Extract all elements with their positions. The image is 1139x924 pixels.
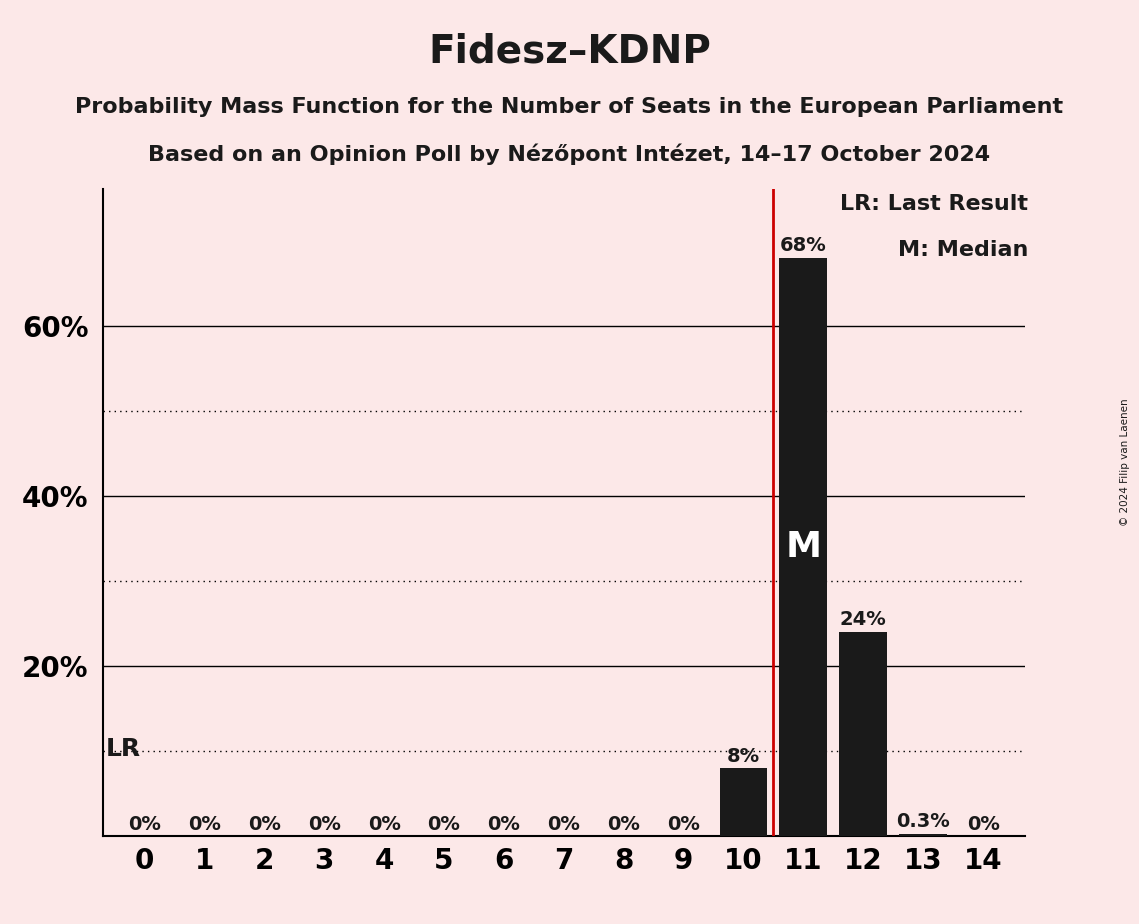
Text: M: M <box>786 529 821 564</box>
Text: 0%: 0% <box>548 815 580 833</box>
Bar <box>779 258 827 836</box>
Text: 0%: 0% <box>368 815 401 833</box>
Text: Fidesz–KDNP: Fidesz–KDNP <box>428 32 711 70</box>
Text: Probability Mass Function for the Number of Seats in the European Parliament: Probability Mass Function for the Number… <box>75 97 1064 117</box>
Text: 0%: 0% <box>188 815 221 833</box>
Text: M: Median: M: Median <box>898 240 1029 261</box>
Bar <box>839 632 887 836</box>
Text: © 2024 Filip van Laenen: © 2024 Filip van Laenen <box>1121 398 1130 526</box>
Text: 0%: 0% <box>967 815 1000 833</box>
Text: 0%: 0% <box>487 815 521 833</box>
Text: Based on an Opinion Poll by Nézőpont Intézet, 14–17 October 2024: Based on an Opinion Poll by Nézőpont Int… <box>148 143 991 164</box>
Bar <box>720 768 768 836</box>
Text: LR: Last Result: LR: Last Result <box>841 194 1029 213</box>
Text: 0%: 0% <box>308 815 341 833</box>
Text: 0%: 0% <box>667 815 700 833</box>
Bar <box>900 833 948 836</box>
Text: LR: LR <box>106 737 140 761</box>
Text: 0%: 0% <box>128 815 161 833</box>
Text: 24%: 24% <box>839 611 887 629</box>
Text: 68%: 68% <box>780 236 827 255</box>
Text: 8%: 8% <box>727 747 760 766</box>
Text: 0.3%: 0.3% <box>896 812 950 831</box>
Text: 0%: 0% <box>427 815 460 833</box>
Text: 0%: 0% <box>248 815 280 833</box>
Text: 0%: 0% <box>607 815 640 833</box>
